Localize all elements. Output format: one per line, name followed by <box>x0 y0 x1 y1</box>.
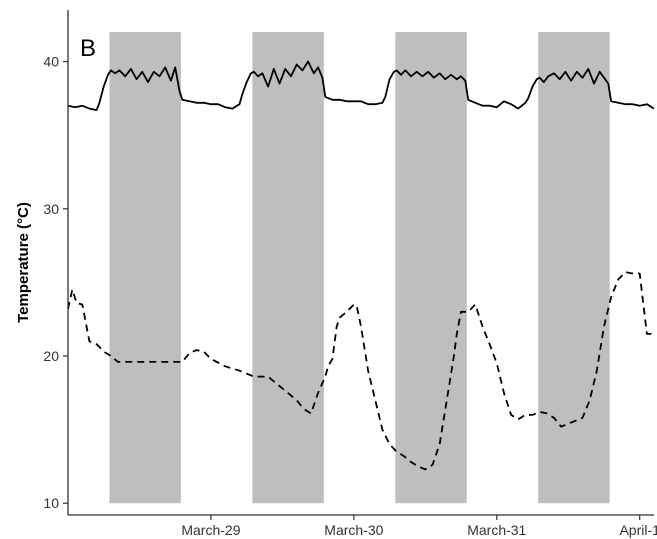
shaded-period-1 <box>109 32 181 504</box>
x-tick-label: March-31 <box>467 522 526 538</box>
shaded-period-4 <box>538 32 610 504</box>
series-line-dashed <box>67 271 654 471</box>
axes <box>67 10 654 516</box>
series-line-solid <box>67 60 655 111</box>
panel-label: B <box>80 35 96 62</box>
x-tick-label: March-30 <box>324 522 383 538</box>
y-tick-label: 30 <box>43 201 59 217</box>
x-axis-ticks: March-29 March-30 March-31 April-1 <box>181 515 657 538</box>
y-tick-label: 20 <box>43 348 59 364</box>
y-tick-label: 40 <box>43 54 59 70</box>
y-axis-title: Temperature (°C) <box>15 202 32 323</box>
shaded-periods <box>109 32 610 504</box>
shaded-period-3 <box>395 32 467 504</box>
series-lines <box>67 60 655 471</box>
x-tick-label: March-29 <box>181 522 240 538</box>
x-tick-label: April-1 <box>619 522 657 538</box>
y-tick-label: 10 <box>43 495 59 511</box>
y-axis-ticks: 10 20 30 40 <box>43 54 68 511</box>
shaded-period-2 <box>252 32 324 504</box>
